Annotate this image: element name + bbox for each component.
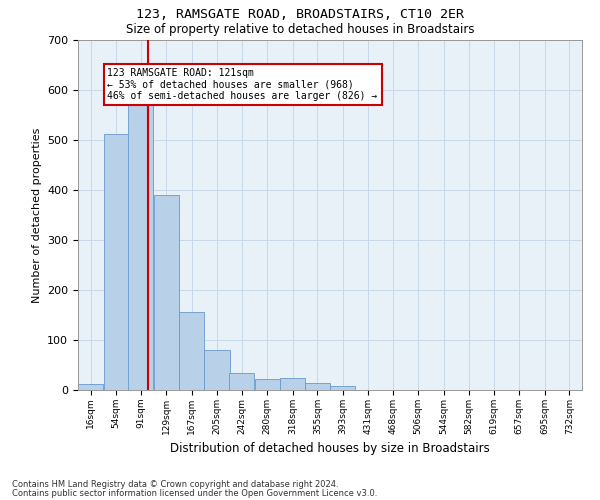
X-axis label: Distribution of detached houses by size in Broadstairs: Distribution of detached houses by size … xyxy=(170,442,490,456)
Bar xyxy=(179,312,204,390)
Bar xyxy=(154,195,179,390)
Text: Contains HM Land Registry data © Crown copyright and database right 2024.: Contains HM Land Registry data © Crown c… xyxy=(12,480,338,489)
Bar xyxy=(128,105,154,390)
Bar xyxy=(104,134,128,390)
Bar xyxy=(280,378,305,390)
Text: 123 RAMSGATE ROAD: 121sqm
← 53% of detached houses are smaller (968)
46% of semi: 123 RAMSGATE ROAD: 121sqm ← 53% of detac… xyxy=(107,68,377,100)
Text: 123, RAMSGATE ROAD, BROADSTAIRS, CT10 2ER: 123, RAMSGATE ROAD, BROADSTAIRS, CT10 2E… xyxy=(136,8,464,20)
Y-axis label: Number of detached properties: Number of detached properties xyxy=(32,128,41,302)
Bar xyxy=(254,379,280,390)
Bar xyxy=(305,382,330,390)
Bar xyxy=(229,373,254,390)
Text: Size of property relative to detached houses in Broadstairs: Size of property relative to detached ho… xyxy=(126,22,474,36)
Text: Contains public sector information licensed under the Open Government Licence v3: Contains public sector information licen… xyxy=(12,489,377,498)
Bar xyxy=(78,384,103,390)
Bar xyxy=(205,350,230,390)
Bar xyxy=(330,386,355,390)
